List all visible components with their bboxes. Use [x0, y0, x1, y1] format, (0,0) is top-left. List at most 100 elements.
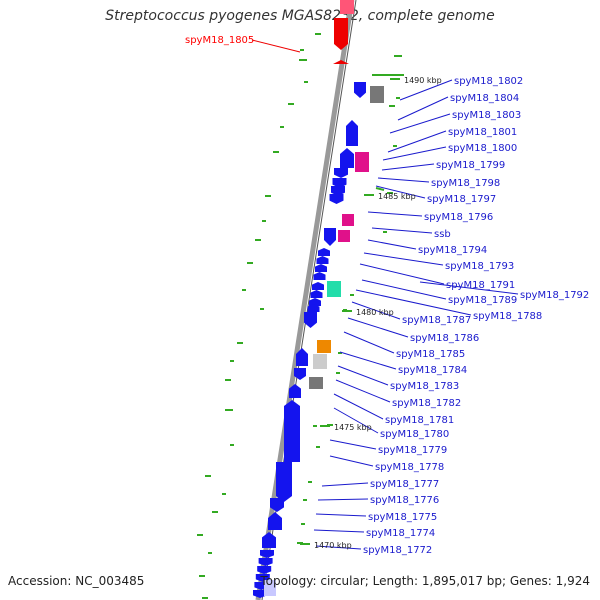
- scale-label: 1475 kbp: [334, 423, 372, 432]
- scale-label: 1485 kbp: [378, 192, 416, 201]
- label-spyM18_1783: spyM18_1783: [390, 381, 459, 392]
- label-connector: [367, 239, 417, 250]
- label-spyM18_1776: spyM18_1776: [370, 495, 439, 506]
- gene-spyM18_1800: [355, 152, 369, 172]
- gc-tick: [375, 187, 385, 191]
- label-connector: [377, 177, 430, 183]
- gene-cds-small: [307, 304, 320, 312]
- label-spyM18_1803: spyM18_1803: [452, 110, 521, 121]
- gene-cds-small: [253, 590, 267, 598]
- label-connector: [329, 455, 374, 467]
- gene-cds-small: [318, 248, 330, 256]
- map-title: Streptococcus pyogenes MGAS8232, complet…: [105, 8, 495, 24]
- label-spyM18_1800: spyM18_1800: [448, 143, 517, 154]
- gene-spyM18_1786: [296, 348, 308, 366]
- label-connector: [363, 252, 444, 266]
- label-spyM18_1796: spyM18_1796: [424, 212, 493, 223]
- label-connector: [367, 211, 423, 217]
- label-connector: [389, 113, 451, 134]
- label-spyM18_1788: spyM18_1788: [473, 311, 542, 322]
- gene-spyM18_1785: [317, 340, 331, 353]
- label-connector: [375, 185, 426, 199]
- label-connector: [419, 281, 519, 295]
- label-ssb: ssb: [434, 229, 451, 240]
- scale-label: 1480 kbp: [356, 308, 394, 317]
- label-spyM18_1784: spyM18_1784: [398, 365, 467, 376]
- gene-spyM18_1774: [268, 512, 282, 530]
- scale-label: 1490 kbp: [404, 76, 442, 85]
- label-connector: [381, 163, 435, 171]
- label-connector: [337, 365, 389, 386]
- label-spyM18_1778: spyM18_1778: [375, 462, 444, 473]
- label-connector: [317, 498, 369, 501]
- label-spyM18_1786: spyM18_1786: [410, 333, 479, 344]
- gene-cds-small: [309, 298, 321, 306]
- gene-cds-small: [332, 178, 347, 188]
- gene-cds-small: [316, 256, 329, 264]
- scale-label: 1470 kbp: [314, 541, 352, 550]
- label-spyM18_1799: spyM18_1799: [436, 160, 505, 171]
- gene-spyM18_1801: [340, 148, 354, 168]
- gene-spyM18_1784: [313, 354, 327, 369]
- gene-top-pink: [340, 0, 354, 14]
- gene-spyM18_1805: [334, 18, 348, 50]
- gene-spyM18_1794: [324, 228, 336, 246]
- label-spyM18_1804: spyM18_1804: [450, 93, 519, 104]
- label-connector: [359, 263, 445, 285]
- gene-cds-small: [331, 186, 345, 196]
- gene-spyM18_1775: [270, 498, 284, 512]
- gene-spyM18_1783: [294, 368, 306, 380]
- label-connector: [339, 351, 397, 370]
- label-spyM18_1802: spyM18_1802: [454, 76, 523, 87]
- label-connector: [335, 379, 391, 403]
- label-connector: [343, 331, 395, 354]
- label-connector: [251, 39, 301, 53]
- label-connector: [382, 146, 447, 161]
- label-connector: [315, 545, 362, 550]
- label-connector: [313, 529, 365, 533]
- label-spyM18_1775: spyM18_1775: [368, 512, 437, 523]
- gene-spyM18_1796: [342, 214, 354, 226]
- label-spyM18_1798: spyM18_1798: [431, 178, 500, 189]
- label-connector: [387, 130, 447, 153]
- label-connector: [321, 482, 369, 487]
- genome-backbone: [255, 0, 355, 600]
- gene-labels: spyM18_1805 spyM18_1802 spyM18_1804 spyM18_…: [185, 35, 589, 556]
- gene-spyM18_1777: [276, 462, 292, 502]
- gene-cds-small: [312, 282, 324, 290]
- label-connector: [397, 96, 449, 121]
- gene-spyM18_1804: [370, 86, 384, 103]
- gene-cds-small: [313, 272, 326, 280]
- gene-spyM18_1781: [289, 384, 301, 398]
- gene-spyM18_1802: [354, 82, 366, 98]
- label-spyM18_1794: spyM18_1794: [418, 245, 487, 256]
- label-spyM18_1791: spyM18_1791: [446, 280, 515, 291]
- label-spyM18_1774: spyM18_1774: [366, 528, 435, 539]
- gene-cds-small: [260, 550, 274, 558]
- gene-spyM18_1789: [327, 281, 341, 297]
- label-connectors: [251, 39, 519, 550]
- label-spyM18_1780: spyM18_1780: [380, 429, 449, 440]
- label-connector: [329, 439, 377, 450]
- gene-spyM18_1782: [309, 377, 323, 389]
- label-spyM18_1789: spyM18_1789: [448, 295, 517, 306]
- label-connector: [351, 301, 401, 320]
- label-spyM18_1785: spyM18_1785: [396, 349, 465, 360]
- label-connector: [333, 393, 384, 420]
- label-connector: [399, 79, 453, 101]
- label-spyM18_1787: spyM18_1787: [402, 315, 471, 326]
- gene-cds-small: [257, 566, 272, 574]
- gene-ssb: [338, 230, 350, 242]
- label-spyM18_1792: spyM18_1792: [520, 290, 589, 301]
- label-spyM18_1777: spyM18_1777: [370, 479, 439, 490]
- label-spyM18_1805: spyM18_1805: [185, 35, 254, 46]
- gene-cds-small: [315, 264, 327, 272]
- topology-text: Topology: circular; Length: 1,895,017 bp…: [260, 574, 590, 588]
- gene-features: [253, 0, 384, 598]
- label-connector: [361, 279, 447, 300]
- label-spyM18_1781: spyM18_1781: [385, 415, 454, 426]
- gene-spyM18_1805-tick: [333, 60, 349, 64]
- gene-cds-small: [310, 290, 323, 298]
